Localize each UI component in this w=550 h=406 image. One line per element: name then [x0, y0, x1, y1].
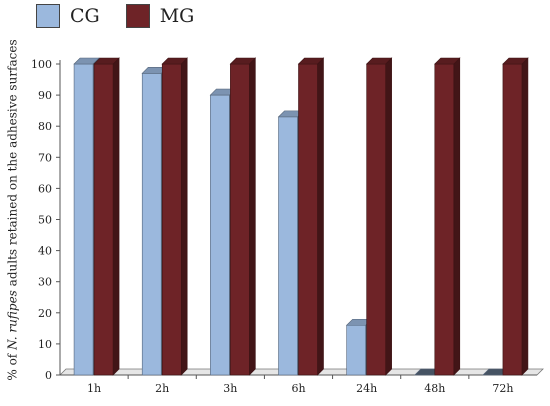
- y-tick-label: 20: [38, 307, 52, 320]
- x-tick-label: 6h: [291, 382, 305, 395]
- bar-front: [161, 63, 182, 376]
- x-tick-label: 24h: [356, 382, 377, 395]
- bar-mg-48h: [434, 57, 461, 376]
- bar-top: [502, 57, 529, 65]
- bar-side: [180, 57, 188, 376]
- bar-top: [229, 57, 257, 65]
- bar-front: [210, 94, 230, 376]
- y-tick-label: 80: [38, 120, 52, 133]
- bar-top: [297, 57, 325, 65]
- bar-mg-24h: [365, 57, 393, 376]
- bar-front: [366, 63, 386, 376]
- x-tick-label: 48h: [424, 382, 445, 395]
- bar-top: [365, 57, 393, 65]
- y-tick-label: 40: [38, 245, 52, 258]
- bar-front: [434, 63, 455, 376]
- y-tick-label: 90: [38, 89, 52, 102]
- bar-top: [73, 57, 100, 65]
- bar-front: [278, 116, 298, 376]
- bar-side: [317, 57, 324, 376]
- bar-front: [502, 63, 523, 376]
- x-tick-label: 72h: [492, 382, 513, 395]
- bars: [73, 57, 529, 376]
- bar-side: [112, 57, 120, 376]
- legend-item-cg: CG: [36, 4, 100, 28]
- bar-side: [453, 57, 461, 376]
- bar-side: [385, 57, 392, 376]
- y-tick-label: 60: [38, 182, 52, 195]
- bar-top: [93, 57, 120, 65]
- y-tick-label: 0: [45, 369, 52, 382]
- y-tick-label: 10: [38, 338, 52, 351]
- x-tick-label: 3h: [223, 382, 237, 395]
- bar-front: [230, 63, 250, 376]
- y-tick-label: 70: [38, 151, 52, 164]
- bar-mg-72h: [502, 57, 529, 376]
- legend-label-mg: MG: [159, 5, 195, 27]
- bar-top: [434, 57, 461, 65]
- x-tick-label: 2h: [155, 382, 169, 395]
- bar-side: [249, 57, 256, 376]
- bar-side: [521, 57, 529, 376]
- tick-labels: 0 10 20 30 40 50 60 70 80 90 100 1h 2h 3h 6h 24h 48h 72h: [31, 58, 513, 395]
- bar-mg-3h: [229, 57, 257, 376]
- bar-front: [93, 63, 114, 376]
- y-tick-label: 50: [38, 214, 52, 227]
- legend-swatch-cg: [36, 4, 60, 28]
- legend: CG MG: [36, 4, 194, 28]
- bar-front: [298, 63, 318, 376]
- legend-swatch-mg: [125, 4, 150, 28]
- x-tick-label: 1h: [87, 382, 101, 395]
- bar-mg-2h: [161, 57, 188, 376]
- bar-mg-6h: [297, 57, 325, 376]
- legend-item-mg: MG: [125, 4, 195, 28]
- y-tick-label: 30: [38, 276, 52, 289]
- y-tick-label: 100: [31, 58, 52, 71]
- bar-front: [346, 324, 366, 376]
- bar-top: [161, 57, 188, 65]
- bar-front: [141, 73, 162, 376]
- bar-mg-1h: [93, 57, 120, 376]
- bar-front: [73, 63, 94, 376]
- legend-label-cg: CG: [70, 5, 100, 27]
